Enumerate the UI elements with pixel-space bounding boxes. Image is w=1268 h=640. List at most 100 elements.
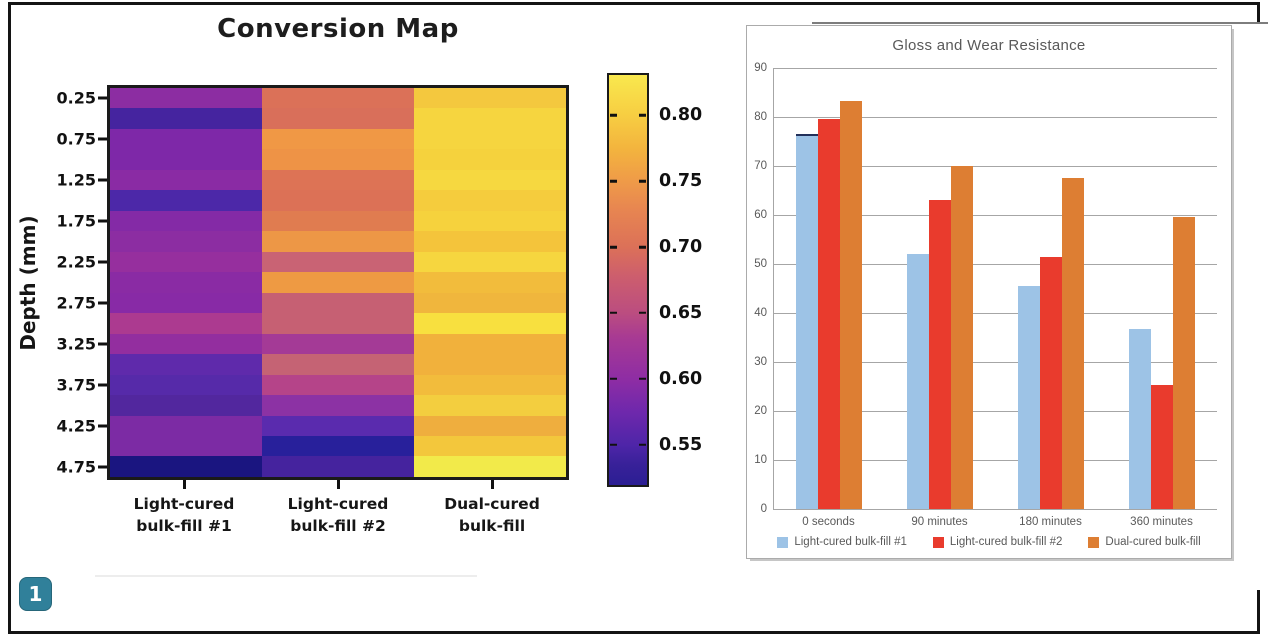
depth-tick-label: 2.25 (56, 252, 96, 272)
y-tick-label: 30 (754, 356, 767, 368)
heatmap-cell (262, 354, 414, 375)
background-box-edge (812, 22, 1268, 24)
colorbar-tick-left (610, 311, 617, 315)
heatmap-cell (414, 169, 566, 191)
heatmap-cell (414, 251, 566, 273)
bar-light-cured-bulk-fill-#1 (1128, 328, 1151, 509)
heatmap-cell (262, 190, 414, 211)
x-category-label: 90 minutes (911, 516, 968, 528)
colorbar-tick-left (610, 113, 617, 117)
heatmap-cell (110, 272, 262, 293)
bar-light-cured-bulk-fill-#1 (795, 134, 818, 509)
depth-tick-mark (98, 301, 107, 305)
heatmap-cell (414, 231, 566, 252)
x-category-label: 360 minutes (1130, 516, 1193, 528)
colorbar-tick-right (639, 443, 646, 447)
y-axis-line (773, 68, 774, 509)
scan-artifact-line (95, 575, 477, 577)
heatmap-cell (262, 251, 414, 273)
heatmap-cell (262, 333, 414, 355)
heatmap-cell (262, 292, 414, 314)
depth-tick-label: 2.75 (56, 293, 96, 313)
x-category-label: 0 seconds (802, 516, 855, 528)
heatmap-cell (110, 374, 262, 396)
heatmap-cell (414, 415, 566, 436)
colorbar-tick-right (639, 311, 646, 315)
depth-tick-label: 0.25 (56, 88, 96, 108)
heatmap-cell (414, 354, 566, 375)
bar-chart-frame: Gloss and Wear Resistance 0 10 20 30 40 50 60 7… (746, 25, 1232, 559)
x-category-label: 180 minutes (1019, 516, 1082, 528)
y-tick-label: 40 (754, 307, 767, 319)
heatmap-cell (262, 169, 414, 191)
depth-tick-label: 0.75 (56, 129, 96, 149)
bar-light-cured-bulk-fill-#2 (928, 200, 951, 509)
heatmap-cell (110, 88, 262, 109)
heatmap-cell (262, 395, 414, 416)
heatmap-cell (414, 456, 566, 477)
legend-swatch-icon (777, 536, 789, 548)
depth-tick-label: 4.25 (56, 416, 96, 436)
depth-tick-mark (98, 96, 107, 100)
conversion-map-title: Conversion Map (217, 14, 459, 44)
heatmap-cell (110, 292, 262, 314)
heatmap-cell (262, 313, 414, 334)
heatmap-cell (414, 435, 566, 457)
heatmap-cell (414, 88, 566, 109)
colorbar-tick-right (639, 377, 646, 381)
y-tick-label: 10 (754, 454, 767, 466)
legend-item: Dual-cured bulk-fill (1088, 536, 1201, 548)
gridline-30 (773, 362, 1217, 363)
figure-number-badge: 1 (19, 577, 52, 611)
bar-light-cured-bulk-fill-#1 (906, 254, 929, 509)
colorbar-tick-right (639, 113, 646, 117)
heatmap-column-0 (110, 88, 262, 477)
heatmap-column-1 (262, 88, 414, 477)
bar-dual-cured-bulk-fill (839, 100, 862, 509)
y-tick-label: 60 (754, 209, 767, 221)
bar-dual-cured-bulk-fill (1172, 217, 1195, 509)
depth-tick-label: 3.75 (56, 375, 96, 395)
heatmap-cell (110, 169, 262, 191)
colorbar-tick-left (610, 377, 617, 381)
depth-tick-mark (98, 342, 107, 346)
heatmap-cell (414, 190, 566, 211)
heatmap-cell (262, 210, 414, 232)
heatmap-cell (414, 149, 566, 170)
gridline-10 (773, 460, 1217, 461)
depth-tick-mark (98, 465, 107, 469)
heatmap-cell (110, 251, 262, 273)
colorbar-tick-label: 0.65 (659, 302, 703, 323)
bar-light-cured-bulk-fill-#2 (817, 119, 840, 509)
heatmap-cell (414, 395, 566, 416)
heatmap-cell (110, 395, 262, 416)
bar-dual-cured-bulk-fill (950, 166, 973, 509)
heatmap-cell (262, 435, 414, 457)
depth-tick-label: 1.25 (56, 170, 96, 190)
colorbar-tick-left (610, 179, 617, 183)
bar-chart-panel: Gloss and Wear Resistance 0 10 20 30 40 50 60 7… (742, 22, 1268, 590)
gridline-80 (773, 117, 1217, 118)
depth-tick-mark (98, 260, 107, 264)
colorbar-tick-left (610, 245, 617, 249)
heatmap-cell (262, 374, 414, 396)
depth-tick-mark (98, 383, 107, 387)
colorbar-gradient (607, 73, 649, 487)
colorbar-tick-label: 0.70 (659, 237, 703, 258)
material-tick-mark (490, 480, 494, 489)
y-tick-label: 0 (760, 503, 767, 515)
legend-item: Light-cured bulk-fill #1 (777, 536, 907, 548)
heatmap-cell (110, 415, 262, 436)
heatmap-cell (414, 210, 566, 232)
y-tick-label: 50 (754, 258, 767, 270)
depth-tick-mark (98, 424, 107, 428)
heatmap-cell (262, 456, 414, 477)
heatmap-cell (262, 128, 414, 150)
legend-label: Dual-cured bulk-fill (1105, 536, 1201, 548)
depth-tick-label: 3.25 (56, 334, 96, 354)
heatmap-cell (110, 231, 262, 252)
material-label: Dual-cured bulk-fill (444, 495, 540, 535)
bar-chart-legend: Light-cured bulk-fill #1 Light-cured bulk… (747, 536, 1231, 548)
heatmap-cell (414, 108, 566, 129)
heatmap-column-2 (414, 88, 566, 477)
